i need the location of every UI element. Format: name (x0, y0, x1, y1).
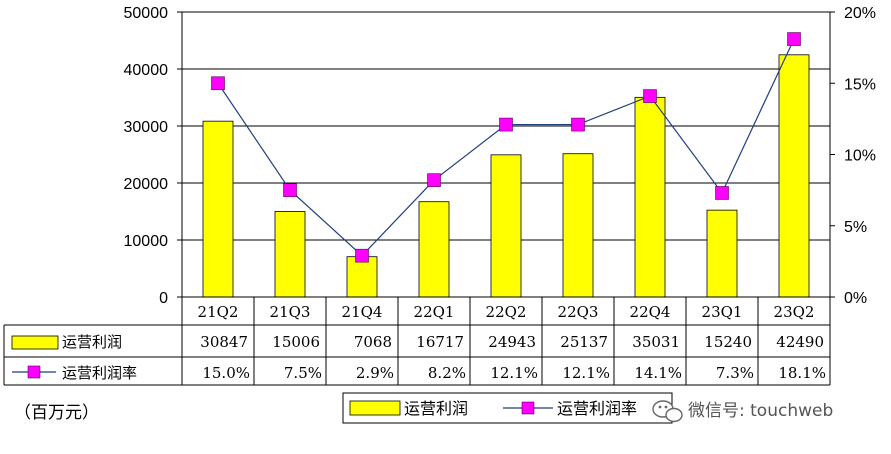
unit-label: （百万元） (14, 403, 99, 423)
category-label: 22Q1 (414, 303, 455, 321)
table-series-name: 运营利润率 (62, 364, 137, 382)
line-marker (571, 117, 585, 132)
category-label: 23Q1 (702, 303, 743, 321)
table-cell-value: 25137 (560, 333, 608, 351)
y-left-tick-label: 0 (159, 290, 168, 307)
category-label: 23Q2 (774, 303, 815, 321)
wechat-icon (652, 400, 683, 423)
legend-bar-swatch (349, 400, 401, 416)
legend-marker-swatch (521, 401, 535, 415)
category-label: 21Q3 (270, 303, 311, 321)
line-marker (499, 117, 513, 132)
table-bar-swatch (11, 335, 59, 350)
table-cell-value: 7.5% (284, 364, 322, 382)
bar-series (202, 54, 810, 298)
category-label: 22Q2 (486, 303, 527, 321)
line-series (211, 32, 801, 263)
y-right-tick-label: 5% (844, 219, 867, 236)
axes: 0 10000 20000 30000 40000 50000 0% 5% 10% 15% 20% (124, 5, 877, 307)
table-cell-value: 7068 (354, 333, 392, 351)
table-cell-value: 12.1% (490, 364, 538, 382)
y-left-tick-label: 20000 (124, 176, 169, 193)
table-cell-value: 15.0% (202, 364, 250, 382)
table-marker-swatch (27, 365, 41, 379)
table-series-name: 运营利润 (62, 333, 122, 351)
table-cell-value: 15240 (704, 333, 752, 351)
line-marker (355, 248, 369, 263)
table-cell-value: 2.9% (356, 364, 394, 382)
line-marker (283, 183, 297, 197)
y-left-tick-label: 50000 (124, 5, 169, 22)
category-label: 22Q4 (630, 303, 671, 321)
table-cell-value: 24943 (488, 333, 536, 351)
table-cell-value: 16717 (416, 333, 464, 351)
y-right-tick-label: 15% (844, 76, 876, 93)
line-marker (715, 186, 729, 200)
table-cell-value: 18.1% (778, 364, 826, 382)
category-label: 21Q2 (198, 303, 239, 321)
bar (634, 96, 666, 298)
table-cell-value: 14.1% (634, 364, 682, 382)
table-cell-value: 35031 (632, 333, 680, 351)
table-cell-value: 7.3% (716, 364, 754, 382)
line-marker (211, 76, 225, 91)
data-table: 21Q2 21Q3 21Q4 22Q1 22Q2 22Q3 22Q4 23Q1 23Q2 运营利润… (3, 296, 831, 386)
y-left-tick-label: 30000 (124, 119, 169, 136)
watermark: 微信号: touchweb (652, 400, 833, 423)
y-right-tick-label: 10% (844, 148, 876, 165)
category-label: 21Q4 (342, 303, 383, 321)
legend-label-line: 运营利润率 (557, 399, 637, 418)
line-marker (787, 32, 801, 46)
table-cell-value: 42490 (776, 333, 824, 351)
legend-label-bar: 运营利润 (404, 399, 468, 418)
bar (346, 256, 378, 298)
y-left-tick-label: 10000 (124, 233, 169, 250)
bar (490, 154, 522, 298)
bar (778, 54, 810, 298)
table-cell-value: 30847 (200, 333, 248, 351)
category-label: 22Q3 (558, 303, 599, 321)
bar (562, 153, 594, 298)
bar (418, 201, 450, 298)
bar (706, 209, 738, 298)
watermark-text: 微信号: touchweb (688, 401, 833, 421)
line-marker (643, 89, 657, 103)
table-cell-value: 15006 (272, 333, 320, 351)
line-marker (427, 173, 441, 187)
y-left-tick-label: 40000 (124, 62, 169, 79)
table-cell-value: 8.2% (428, 364, 466, 382)
legend: 运营利润 运营利润率 (342, 392, 673, 424)
bar (274, 211, 306, 298)
y-right-tick-label: 0% (844, 290, 867, 307)
table-cell-value: 12.1% (562, 364, 610, 382)
y-right-tick-label: 20% (844, 5, 876, 22)
bar (202, 120, 234, 298)
